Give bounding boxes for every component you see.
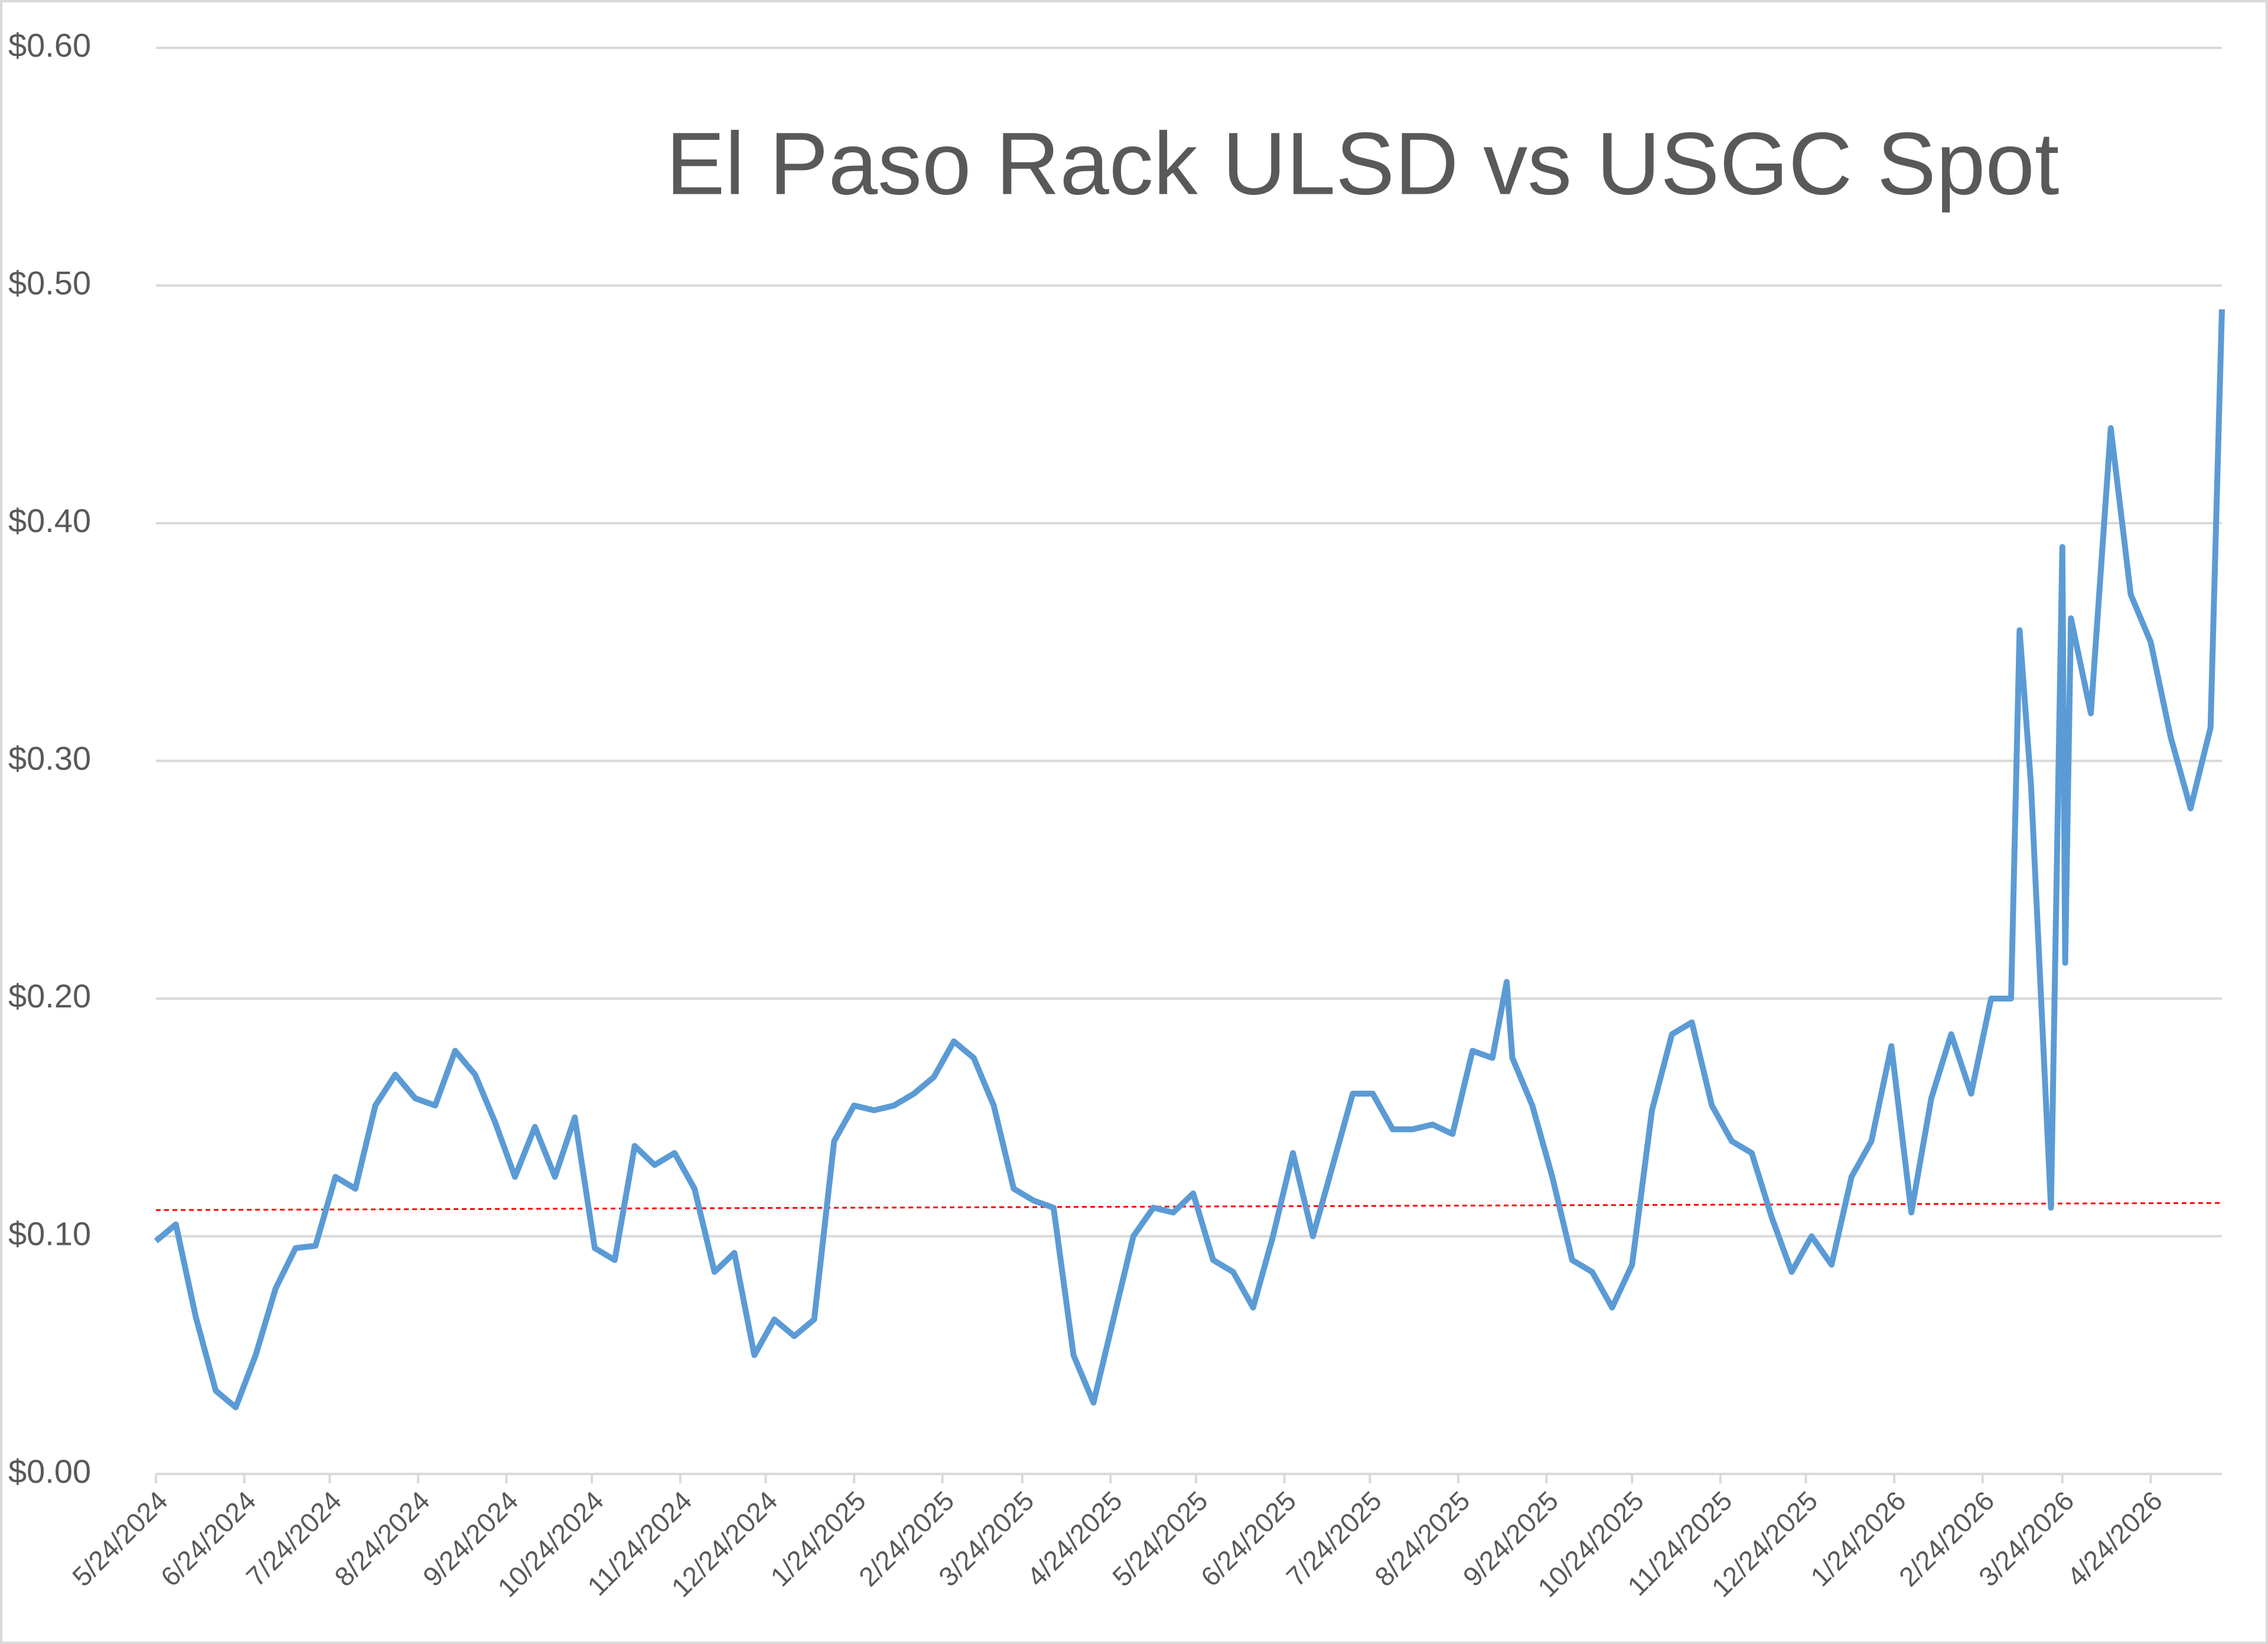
y-tick-label: $0.60: [8, 27, 91, 64]
y-tick-label: $0.20: [8, 977, 91, 1015]
series-line: [154, 309, 2225, 1411]
y-tick-label: $0.10: [8, 1215, 91, 1252]
trend-line: [155, 1202, 2223, 1211]
plot-area: [154, 309, 2225, 1411]
y-tick-label: $0.00: [8, 1453, 91, 1490]
y-tick-label: $0.40: [8, 502, 91, 539]
y-tick-label: $0.30: [8, 739, 91, 777]
chart-title: El Paso Rack ULSD vs USGC Spot: [666, 114, 2059, 213]
y-tick-label: $0.50: [8, 264, 91, 301]
grid: [155, 47, 2222, 1483]
